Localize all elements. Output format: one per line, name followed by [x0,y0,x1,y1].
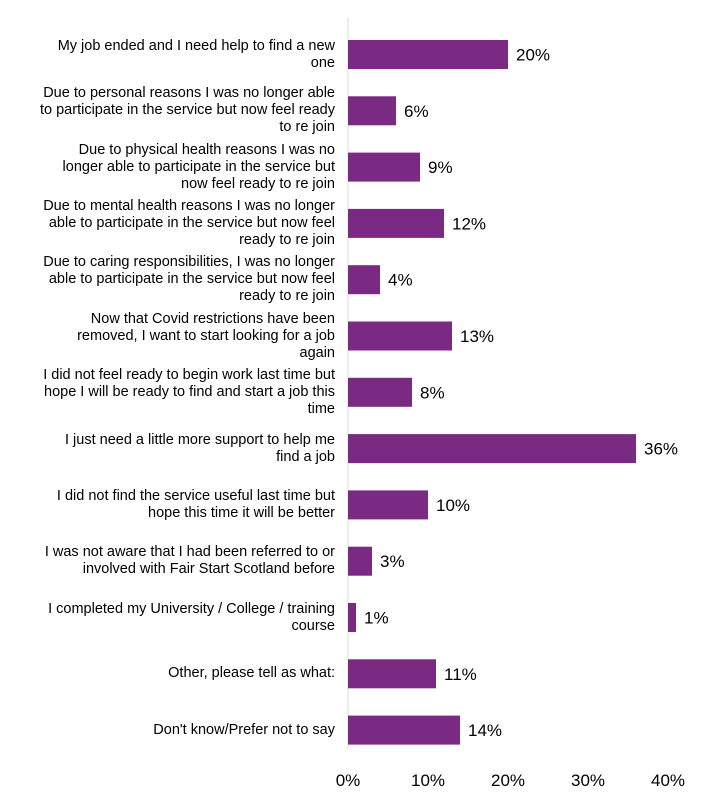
bar [348,40,508,69]
bar-value-label: 13% [460,327,494,346]
bar [348,490,428,520]
category-label: Due to physical health reasons I was no l… [5,142,335,193]
category-label-line: hope this time it will be better [148,504,335,521]
bar-value-label: 10% [436,496,470,515]
category-label-line: Due to physical health reasons I was no [78,141,335,158]
category-label: My job ended and I need help to find a n… [5,38,335,72]
bar-value-label: 9% [428,158,453,177]
category-label: I was not aware that I had been referred… [5,544,335,578]
category-label: I did not feel ready to begin work last … [5,367,335,418]
bar [348,434,636,464]
x-tick-label: 20% [491,771,525,790]
category-label-line: time [307,400,335,417]
category-label-line: I did not find the service useful last t… [56,487,335,504]
category-label-line: able to participate in the service but n… [48,271,335,288]
category-label-line: find a job [276,448,335,465]
category-label: Now that Covid restrictions have been rem… [5,311,335,362]
category-label-line: to re join [279,119,335,136]
bar [348,715,460,745]
category-label-line: to participate in the service but now fe… [40,102,335,119]
category-label-line: course [291,617,335,634]
category-label-line: Due to mental health reasons I was no lo… [43,197,335,214]
bar-value-label: 36% [644,440,678,459]
bar [348,265,380,295]
category-label: Due to caring responsibilities, I was no… [5,254,335,305]
category-label: Due to personal reasons I was no longer … [5,85,335,136]
bar-value-label: 20% [516,46,550,65]
x-tick-label: 0% [336,771,361,790]
category-label-line: longer able to participate in the servic… [62,158,335,175]
category-label-line: Due to caring responsibilities, I was no… [43,254,335,271]
category-label-line: Don't know/Prefer not to say [153,721,335,738]
category-label: Due to mental health reasons I was no lo… [5,198,335,249]
bar-value-label: 8% [420,383,445,402]
category-label-line: involved with Fair Start Scotland before [82,561,335,578]
x-tick-label: 40% [651,771,685,790]
bar [348,377,412,407]
bar [348,603,356,632]
bar-value-label: 14% [468,721,502,740]
category-label-line: one [310,54,335,71]
x-tick-label: 10% [411,771,445,790]
category-label-line: Due to personal reasons I was no longer … [43,85,335,102]
category-label-line: again [299,344,335,361]
bar [348,659,436,689]
category-label: I did not find the service useful last t… [5,488,335,522]
category-label-line: My job ended and I need help to find a n… [57,37,335,54]
bar-value-label: 1% [364,609,389,628]
x-tick-label: 30% [571,771,605,790]
category-label-line: Now that Covid restrictions have been [90,310,335,327]
bar [348,546,372,576]
bar-value-label: 6% [404,102,429,121]
category-label: I completed my University / College / tr… [5,601,335,635]
category-label: Don't know/Prefer not to say [5,722,335,739]
bar-value-label: 4% [388,271,413,290]
category-label-line: ready to re join [239,288,335,305]
bar [348,208,444,238]
bar-value-label: 11% [444,665,477,684]
bar [348,96,396,126]
category-label-line: I just need a little more support to hel… [64,431,335,448]
bar [348,321,452,351]
category-label: Other, please tell as what: [5,665,335,682]
category-label-line: now feel ready to re join [181,175,335,192]
bar [348,152,420,182]
category-label: I just need a little more support to hel… [5,432,335,466]
category-label-line: hope I will be ready to find and start a… [44,383,335,400]
category-label-line: I completed my University / College / tr… [48,600,335,617]
category-label-line: able to participate in the service but n… [48,214,335,231]
category-label-line: ready to re join [239,231,335,248]
category-label-line: I was not aware that I had been referred… [44,544,335,561]
bar-value-label: 3% [380,552,405,571]
category-label-line: I did not feel ready to begin work last … [43,366,335,383]
category-label-line: Other, please tell as what: [168,665,335,682]
bar-value-label: 12% [452,214,486,233]
category-label-line: removed, I want to start looking for a j… [77,327,335,344]
